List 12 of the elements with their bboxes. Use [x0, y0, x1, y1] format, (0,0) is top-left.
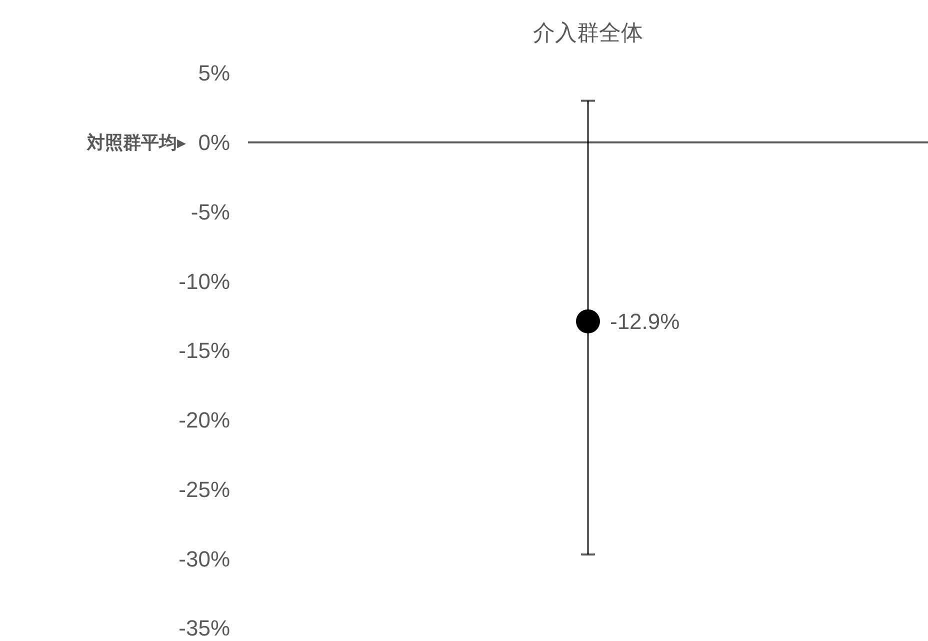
y-tick-label: -5%	[190, 199, 230, 224]
y-tick-label: -25%	[178, 476, 230, 502]
y-tick-label: -15%	[178, 338, 230, 364]
y-tick-label: 0%	[198, 130, 230, 156]
y-tick-label: 5%	[198, 60, 230, 86]
y-tick-label: -20%	[178, 408, 230, 433]
x-tick-label: 介入群全体	[533, 20, 643, 45]
ref-line-label: 対照群平均▸	[86, 132, 186, 153]
y-tick-label: -35%	[178, 616, 230, 641]
data-label: -12.9%	[610, 309, 680, 334]
y-tick-label: -10%	[178, 268, 230, 294]
y-tick-label: -30%	[178, 546, 230, 572]
